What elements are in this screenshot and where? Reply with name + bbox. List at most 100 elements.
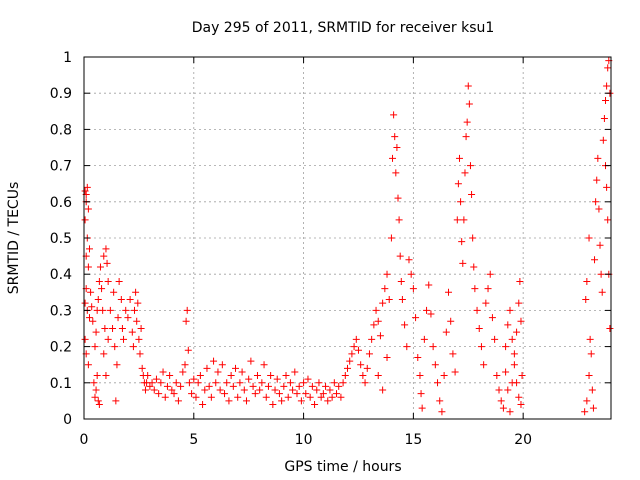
- data-point: [94, 397, 102, 405]
- y-axis-label: SRMTID / TECUs: [6, 182, 22, 295]
- x-tick-label: 15: [404, 432, 422, 448]
- y-tick-label: 0.4: [50, 267, 72, 283]
- data-point: [582, 296, 590, 304]
- data-point: [126, 296, 134, 304]
- x-tick-label: 20: [514, 432, 532, 448]
- data-point: [148, 379, 156, 387]
- data-point: [324, 397, 332, 405]
- data-point: [111, 343, 119, 351]
- data-point: [517, 317, 525, 325]
- data-point: [81, 187, 89, 195]
- data-point: [515, 393, 523, 401]
- data-point: [502, 368, 510, 376]
- data-point: [606, 325, 614, 332]
- data-point: [597, 270, 605, 278]
- data-point: [120, 335, 128, 343]
- data-point: [96, 263, 104, 271]
- data-point: [168, 386, 176, 394]
- data-point: [361, 379, 369, 387]
- plot-area-frame: [83, 56, 612, 420]
- data-point: [135, 335, 143, 343]
- data-point: [205, 382, 213, 390]
- data-point: [249, 382, 257, 390]
- data-point: [598, 288, 606, 296]
- data-point: [110, 288, 118, 296]
- data-point: [251, 390, 259, 398]
- data-point: [210, 357, 218, 365]
- data-point: [264, 382, 272, 390]
- data-point: [504, 321, 512, 329]
- data-point: [144, 372, 152, 380]
- data-point: [260, 361, 268, 369]
- data-point: [394, 194, 402, 202]
- data-point: [225, 397, 233, 405]
- data-point: [132, 288, 140, 296]
- data-point: [128, 328, 136, 336]
- data-point: [133, 317, 141, 325]
- data-point: [199, 401, 207, 409]
- data-point: [84, 361, 92, 369]
- x-tick-label: 0: [80, 432, 89, 448]
- data-point: [333, 390, 341, 398]
- data-point: [102, 245, 110, 253]
- data-point: [477, 343, 485, 351]
- data-point: [159, 368, 167, 376]
- data-point: [98, 285, 106, 293]
- data-point: [594, 154, 602, 162]
- data-point: [457, 198, 465, 206]
- data-point: [304, 375, 312, 383]
- y-tick-label: 1: [63, 50, 72, 66]
- data-point: [247, 357, 255, 365]
- data-point: [214, 368, 222, 376]
- data-point: [416, 372, 424, 380]
- data-point: [585, 372, 593, 380]
- y-tick-label: 0.3: [50, 303, 72, 319]
- data-point: [207, 393, 215, 401]
- data-point: [458, 238, 466, 246]
- data-point: [330, 379, 338, 387]
- data-point: [365, 350, 373, 358]
- data-point: [515, 299, 523, 307]
- data-point: [81, 299, 89, 307]
- y-tick-label: 0.5: [50, 231, 72, 247]
- data-point: [163, 382, 171, 390]
- data-point: [418, 404, 426, 412]
- data-point: [155, 390, 163, 398]
- data-point: [589, 404, 597, 412]
- data-point: [593, 176, 601, 184]
- data-point: [302, 390, 310, 398]
- data-point: [109, 325, 117, 332]
- data-point: [506, 306, 514, 314]
- data-point: [91, 393, 99, 401]
- data-point: [174, 397, 182, 405]
- data-point: [397, 277, 405, 285]
- data-point: [232, 364, 240, 372]
- data-point: [117, 296, 125, 304]
- data-point: [391, 133, 399, 141]
- data-point: [216, 386, 224, 394]
- data-point: [166, 372, 174, 380]
- data-point: [459, 259, 467, 267]
- data-point: [502, 343, 510, 351]
- data-point: [284, 393, 292, 401]
- data-point: [588, 386, 596, 394]
- data-point: [387, 234, 395, 242]
- data-point: [92, 386, 100, 394]
- data-point: [137, 325, 145, 332]
- data-point: [227, 372, 235, 380]
- data-point: [449, 350, 457, 358]
- data-point: [136, 350, 144, 358]
- data-point: [311, 401, 319, 409]
- data-point: [466, 162, 474, 170]
- data-point: [510, 361, 518, 369]
- data-point: [170, 390, 178, 398]
- data-point: [586, 335, 594, 343]
- data-point: [85, 314, 93, 322]
- data-point: [370, 321, 378, 329]
- data-point: [596, 241, 604, 249]
- data-point: [344, 364, 351, 372]
- data-point: [91, 343, 99, 351]
- data-point: [253, 372, 261, 380]
- data-point: [464, 82, 472, 90]
- data-point: [374, 372, 382, 380]
